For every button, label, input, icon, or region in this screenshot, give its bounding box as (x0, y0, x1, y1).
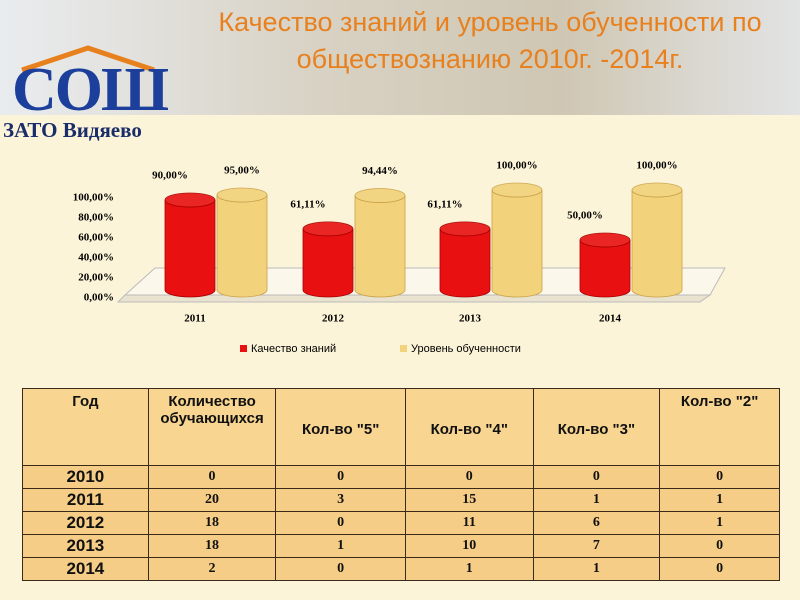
table-cell: 2010 (22, 465, 149, 489)
header-cell: Год (22, 388, 149, 466)
bar-top (354, 188, 406, 203)
bar-top (579, 232, 631, 248)
table-row: 2013 18 1 10 7 0 (22, 534, 780, 558)
bar (302, 228, 354, 298)
table-cell: 10 (404, 534, 534, 558)
table-cell: 1 (532, 557, 661, 581)
x-tick-label: 2011 (184, 313, 205, 325)
bar (354, 195, 406, 298)
table-cell: 0 (532, 465, 661, 489)
header-cell: Количество обучающихся (147, 388, 277, 466)
table-cell: 2014 (22, 557, 149, 581)
x-tick-label: 2013 (459, 313, 482, 325)
x-tick-label: 2014 (599, 313, 622, 325)
table-cell: 0 (659, 557, 780, 581)
header-row: Год Количество обучающихся Кол-во "5" Кол-в… (22, 388, 780, 466)
logo-subtitle: ЗАТО Видяево (3, 118, 142, 142)
bar-top (491, 182, 543, 198)
bar-top (216, 187, 268, 203)
bar (631, 189, 683, 298)
y-tick-label: 60,00% (78, 232, 114, 244)
x-tick-label: 2012 (322, 313, 345, 325)
table-cell: 3 (275, 488, 406, 512)
slide-title: Качество знаний и уровень обученности по… (218, 7, 762, 74)
bar (439, 228, 491, 298)
table-cell: 0 (147, 465, 277, 489)
table-cell: 0 (275, 557, 406, 581)
y-tick-label: 100,00% (73, 192, 114, 204)
table-cell: 2 (147, 557, 277, 581)
table-cell: 1 (404, 557, 534, 581)
table-cell: 18 (147, 511, 277, 535)
value-label: 100,00% (636, 160, 677, 172)
legend-swatch (240, 345, 247, 352)
value-label: 90,00% (152, 170, 188, 182)
table-cell: 7 (532, 534, 661, 558)
value-label: 100,00% (496, 160, 537, 172)
header-cell: Кол-во "4" (404, 388, 534, 466)
table-cell: 1 (275, 534, 406, 558)
value-label: 94,44% (362, 165, 398, 177)
table-cell: 2011 (22, 488, 149, 512)
value-label: 95,00% (224, 165, 260, 177)
logo: СОШ (12, 56, 169, 124)
table-row: 2014 2 0 1 1 0 (22, 557, 780, 581)
value-label: 61,11% (427, 198, 462, 210)
table-cell: 0 (275, 511, 406, 535)
table-row: 2011 20 3 15 1 1 (22, 488, 780, 512)
header-cell: Кол-во "3" (532, 388, 661, 466)
table-cell: 0 (275, 465, 406, 489)
logo-roof (21, 45, 155, 73)
y-tick-label: 0,00% (84, 292, 114, 304)
y-tick-label: 20,00% (78, 272, 114, 284)
table-cell: 0 (659, 465, 780, 489)
table-cell: 15 (404, 488, 534, 512)
table-cell: 1 (659, 488, 780, 512)
bar (164, 199, 216, 298)
chart-floor-edge (116, 294, 712, 303)
legend-swatch (400, 345, 407, 352)
table-cell: 2013 (22, 534, 149, 558)
bar (579, 239, 631, 298)
table-cell: 18 (147, 534, 277, 558)
bar (216, 194, 268, 298)
bar-top (164, 192, 216, 208)
results-table: Год Количество обучающихся Кол-во "5" Кол-в… (22, 388, 780, 581)
bar-top (631, 182, 683, 198)
header-cell: Кол-во "2" (659, 388, 780, 466)
table-cell: 1 (659, 511, 780, 535)
table-cell: 6 (532, 511, 661, 535)
table-row: 2012 18 0 11 6 1 (22, 511, 780, 535)
bar-top (439, 221, 491, 237)
header-background (0, 0, 800, 115)
bar-top (302, 221, 354, 237)
table-cell: 0 (659, 534, 780, 558)
value-label: 61,11% (290, 198, 325, 210)
table-cell: 2012 (22, 511, 149, 535)
legend-label: Уровень обученности (411, 343, 521, 355)
legend-label: Качество знаний (251, 343, 336, 355)
table-cell: 11 (404, 511, 534, 535)
y-tick-label: 80,00% (78, 212, 114, 224)
y-tick-label: 40,00% (78, 252, 114, 264)
table-cell: 0 (404, 465, 534, 489)
table-cell: 20 (147, 488, 277, 512)
bar (491, 189, 543, 298)
value-label: 50,00% (567, 210, 603, 222)
table-row: 2010 0 0 0 0 0 (22, 465, 780, 489)
header-cell: Кол-во "5" (275, 388, 406, 466)
table-cell: 1 (532, 488, 661, 512)
